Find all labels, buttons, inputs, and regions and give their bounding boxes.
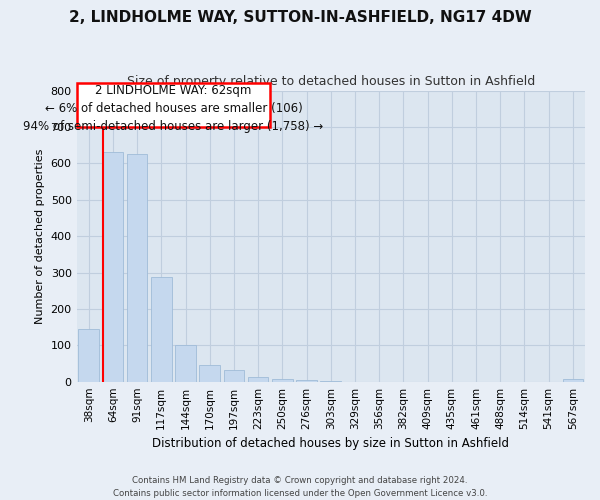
Bar (272, 380, 293, 382)
X-axis label: Distribution of detached houses by size in Sutton in Ashfield: Distribution of detached houses by size … (152, 437, 509, 450)
Text: 2 LINDHOLME WAY: 62sqm
← 6% of detached houses are smaller (106)
94% of semi-det: 2 LINDHOLME WAY: 62sqm ← 6% of detached … (23, 84, 323, 134)
Text: Contains HM Land Registry data © Crown copyright and database right 2024.
Contai: Contains HM Land Registry data © Crown c… (113, 476, 487, 498)
Bar (175, 346, 196, 382)
Bar (151, 277, 172, 382)
Text: 2, LINDHOLME WAY, SUTTON-IN-ASHFIELD, NG17 4DW: 2, LINDHOLME WAY, SUTTON-IN-ASHFIELD, NG… (68, 10, 532, 25)
Bar (296, 380, 317, 382)
Bar (248, 378, 268, 382)
Y-axis label: Number of detached properties: Number of detached properties (35, 148, 45, 324)
Bar (224, 370, 244, 382)
Bar (127, 154, 148, 382)
Bar (103, 152, 123, 382)
Bar (563, 379, 583, 382)
Bar (79, 329, 99, 382)
Bar (199, 365, 220, 382)
Title: Size of property relative to detached houses in Sutton in Ashfield: Size of property relative to detached ho… (127, 75, 535, 88)
FancyBboxPatch shape (77, 84, 270, 127)
